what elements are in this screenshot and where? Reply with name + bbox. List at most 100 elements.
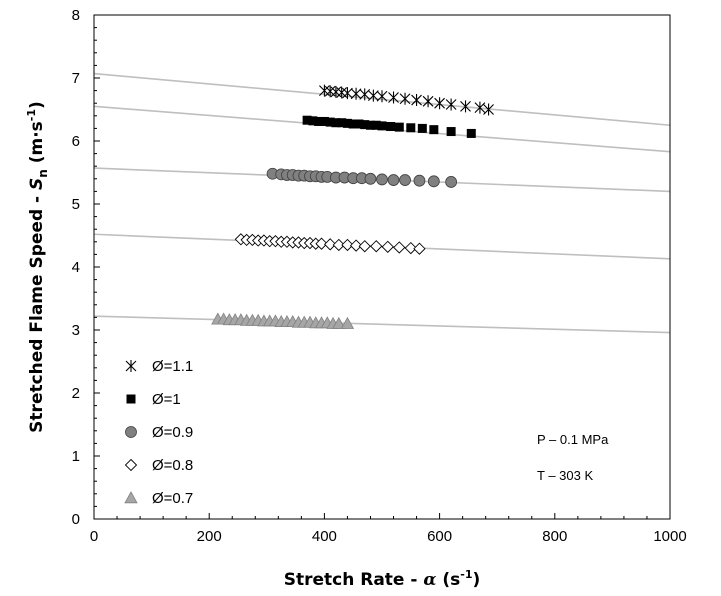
data-point bbox=[360, 120, 370, 130]
data-point bbox=[308, 116, 318, 126]
fit-lines bbox=[94, 72, 670, 334]
x-tick-label: 400 bbox=[312, 528, 337, 545]
data-point bbox=[376, 173, 388, 186]
data-point bbox=[364, 172, 377, 185]
data-point bbox=[393, 241, 406, 254]
data-point bbox=[445, 98, 457, 111]
x-axis-title: Stretch Rate - α (s-1) bbox=[284, 568, 481, 590]
axis-ticks bbox=[93, 14, 671, 520]
data-point bbox=[348, 119, 358, 129]
data-point bbox=[371, 120, 381, 130]
series-markers bbox=[266, 167, 458, 188]
data-point bbox=[429, 125, 439, 135]
data-point bbox=[367, 89, 379, 102]
series-markers bbox=[302, 115, 476, 138]
data-point bbox=[413, 174, 426, 187]
data-point bbox=[394, 122, 404, 132]
data-point bbox=[124, 458, 138, 472]
legend-item: Ø=0.8 bbox=[124, 457, 193, 474]
legend: Ø=1.1 Ø=1 Ø=0.9 Ø=0.8 Ø=0.7 bbox=[124, 358, 193, 507]
x-tick-label: 0 bbox=[90, 528, 98, 545]
legend-item: Ø=1 bbox=[126, 391, 181, 408]
data-point bbox=[413, 242, 426, 255]
y-tick-labels: 0 1 2 3 4 5 6 7 8 bbox=[72, 7, 80, 528]
legend-label: Ø=1.1 bbox=[152, 358, 193, 375]
data-point bbox=[445, 176, 458, 188]
data-point bbox=[341, 238, 354, 252]
data-point bbox=[302, 115, 312, 125]
y-tick-label: 6 bbox=[72, 133, 80, 150]
legend-label: Ø=1 bbox=[152, 391, 181, 408]
data-point bbox=[336, 86, 348, 99]
data-point bbox=[399, 92, 411, 105]
y-axis-title: Stretched Flame Speed - Sn (m·s-1) bbox=[25, 101, 50, 433]
data-point bbox=[325, 117, 335, 127]
x-tick-label: 1000 bbox=[653, 528, 686, 545]
legend-label: Ø=0.9 bbox=[152, 424, 193, 441]
data-point bbox=[387, 174, 400, 186]
data-point bbox=[315, 237, 328, 250]
data-point bbox=[422, 95, 434, 108]
data-point bbox=[446, 127, 456, 137]
y-tick-label: 8 bbox=[72, 7, 80, 24]
data-point bbox=[365, 120, 375, 130]
x-tick-labels: 0 200 400 600 800 1000 bbox=[90, 528, 687, 545]
data-point bbox=[381, 240, 394, 253]
data-point bbox=[406, 123, 416, 133]
data-point bbox=[377, 121, 387, 131]
legend-item: Ø=1.1 bbox=[125, 358, 193, 375]
data-markers bbox=[211, 84, 494, 329]
data-point bbox=[399, 174, 411, 186]
data-point bbox=[314, 116, 324, 126]
data-point bbox=[466, 128, 476, 138]
legend-item: Ø=0.7 bbox=[124, 490, 193, 507]
series-markers bbox=[319, 84, 494, 116]
series-markers bbox=[234, 233, 426, 255]
data-point bbox=[337, 118, 347, 128]
data-point bbox=[474, 101, 486, 114]
y-tick-label: 7 bbox=[72, 70, 80, 87]
data-point bbox=[330, 85, 342, 98]
data-point bbox=[411, 94, 422, 107]
data-point bbox=[342, 87, 353, 100]
data-point bbox=[350, 87, 362, 100]
data-point bbox=[388, 91, 399, 104]
data-point bbox=[417, 123, 427, 133]
data-point bbox=[324, 238, 337, 251]
data-point bbox=[460, 100, 471, 113]
data-point bbox=[386, 122, 396, 132]
y-tick-label: 0 bbox=[72, 511, 80, 528]
data-point bbox=[340, 316, 355, 329]
x-tick-label: 800 bbox=[542, 528, 567, 545]
data-point bbox=[331, 118, 341, 128]
annotation-pressure: P – 0.1 MPa bbox=[537, 432, 609, 447]
fit-line bbox=[94, 315, 670, 334]
annotation-temperature: T – 303 K bbox=[537, 468, 593, 483]
legend-label: Ø=0.8 bbox=[152, 457, 193, 474]
data-point bbox=[125, 360, 137, 372]
data-point bbox=[404, 241, 417, 255]
data-point bbox=[332, 238, 345, 252]
x-tick-label: 200 bbox=[197, 528, 222, 545]
y-tick-label: 3 bbox=[72, 322, 80, 339]
legend-label: Ø=0.7 bbox=[152, 490, 193, 507]
data-point bbox=[319, 116, 329, 126]
y-tick-label: 2 bbox=[72, 385, 80, 402]
legend-item: Ø=0.9 bbox=[125, 424, 193, 441]
data-point bbox=[427, 175, 440, 188]
data-point bbox=[342, 118, 352, 128]
data-point bbox=[354, 119, 364, 129]
data-point bbox=[483, 103, 494, 116]
data-point bbox=[376, 90, 388, 103]
data-point bbox=[125, 426, 137, 438]
x-tick-label: 600 bbox=[427, 528, 452, 545]
data-point bbox=[359, 88, 371, 101]
data-point bbox=[358, 240, 371, 253]
data-point bbox=[124, 491, 138, 504]
y-tick-label: 1 bbox=[72, 448, 80, 465]
data-point bbox=[319, 84, 330, 97]
data-point bbox=[324, 85, 336, 98]
data-point bbox=[349, 239, 363, 252]
series-markers bbox=[211, 312, 355, 329]
data-point bbox=[126, 394, 136, 404]
